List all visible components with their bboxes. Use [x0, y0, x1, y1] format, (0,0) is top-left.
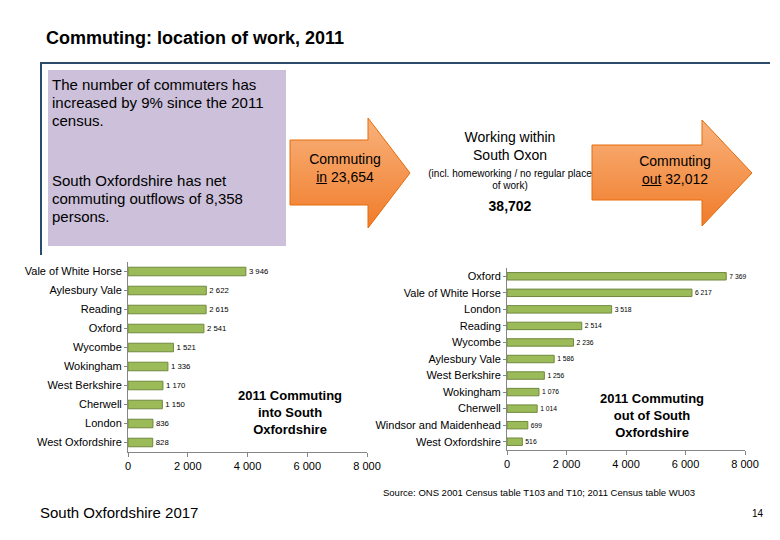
svg-text:0: 0: [504, 458, 510, 470]
svg-text:Oxford: Oxford: [89, 322, 122, 334]
svg-text:West Berkshire: West Berkshire: [426, 369, 500, 381]
html-text:Commuting: Commuting: [309, 151, 381, 167]
svg-text:8 000: 8 000: [731, 458, 759, 470]
svg-text:4 000: 4 000: [612, 458, 640, 470]
svg-text:Reading: Reading: [81, 303, 122, 315]
html-text:out 32,012: out 32,012: [641, 171, 709, 187]
svg-text:7 369: 7 369: [729, 273, 746, 280]
svg-text:Vale of White Horse: Vale of White Horse: [404, 287, 501, 299]
svg-text:West Berkshire: West Berkshire: [47, 379, 121, 391]
html-text:Working within: Working within: [464, 129, 556, 145]
svg-text:4 000: 4 000: [234, 460, 262, 472]
svg-text:699: 699: [531, 422, 543, 429]
svg-text:2 541: 2 541: [207, 324, 226, 333]
svg-text:Windsor and Maidenhead: Windsor and Maidenhead: [375, 419, 500, 431]
svg-text:Wokingham: Wokingham: [443, 386, 501, 398]
html-text:14: 14: [752, 508, 764, 519]
svg-text:Oxford: Oxford: [468, 270, 501, 282]
svg-text:1 076: 1 076: [542, 388, 559, 395]
html-text:(incl. homeworking / no regula: (incl. homeworking / no regular place of…: [428, 168, 592, 191]
svg-text:West Oxfordshire: West Oxfordshire: [416, 436, 501, 448]
svg-text:2 000: 2 000: [553, 458, 581, 470]
html-text:South Oxfordshire has net comm: South Oxfordshire has net commuting outf…: [52, 172, 243, 225]
svg-text:Cherwell: Cherwell: [79, 398, 122, 410]
svg-text:2 514: 2 514: [585, 322, 602, 329]
html-text:Commuting: location of work, 2: Commuting: location of work, 2011: [46, 28, 344, 48]
svg-text:London: London: [85, 417, 122, 429]
svg-text:2 615: 2 615: [209, 305, 228, 314]
svg-text:8 000: 8 000: [353, 460, 381, 472]
svg-text:1 521: 1 521: [176, 343, 195, 352]
html-text:in 23,654: in 23,654: [316, 169, 374, 185]
svg-text:1 014: 1 014: [540, 405, 557, 412]
svg-text:836: 836: [156, 419, 169, 428]
html-text:38,702: 38,702: [488, 198, 532, 214]
svg-text:Cherwell: Cherwell: [458, 402, 501, 414]
svg-text:1 170: 1 170: [166, 381, 186, 390]
svg-text:2011 Commutinginto SouthOxford: 2011 Commutinginto SouthOxfordshire: [238, 388, 342, 437]
svg-text:6 000: 6 000: [672, 458, 700, 470]
svg-text:1 336: 1 336: [171, 362, 190, 371]
svg-text:6 217: 6 217: [695, 289, 712, 296]
svg-text:2 236: 2 236: [577, 339, 594, 346]
html-text:Source: ONS 2001 Census table: Source: ONS 2001 Census table T103 and T…: [383, 487, 696, 498]
svg-text:London: London: [464, 303, 501, 315]
svg-text:West Oxfordshire: West Oxfordshire: [37, 436, 122, 448]
svg-text:6 000: 6 000: [293, 460, 321, 472]
svg-text:Vale of White Horse: Vale of White Horse: [25, 265, 122, 277]
svg-text:516: 516: [525, 438, 537, 445]
svg-text:Reading: Reading: [460, 320, 501, 332]
svg-text:Wokingham: Wokingham: [64, 360, 122, 372]
svg-text:2011 Commutingout of SouthOxfo: 2011 Commutingout of SouthOxfordshire: [600, 391, 704, 440]
html-text:The number of commuters has in: The number of commuters has increased by…: [52, 76, 264, 129]
svg-text:1 256: 1 256: [547, 372, 564, 379]
svg-text:0: 0: [125, 460, 131, 472]
html-text:South Oxon: South Oxon: [473, 147, 547, 163]
svg-text:1 150: 1 150: [165, 400, 185, 409]
svg-text:2 000: 2 000: [174, 460, 202, 472]
svg-text:Aylesbury Vale: Aylesbury Vale: [428, 353, 500, 365]
svg-text:Aylesbury Vale: Aylesbury Vale: [49, 284, 121, 296]
html-text:South Oxfordshire 2017: South Oxfordshire 2017: [40, 504, 199, 521]
html-text:Commuting: Commuting: [639, 153, 711, 169]
svg-text:Wycombe: Wycombe: [73, 341, 122, 353]
svg-text:2 622: 2 622: [209, 286, 228, 295]
svg-text:3 946: 3 946: [249, 267, 268, 276]
svg-text:Wycombe: Wycombe: [452, 336, 501, 348]
svg-text:828: 828: [156, 438, 169, 447]
svg-text:1 586: 1 586: [557, 355, 574, 362]
svg-text:3 518: 3 518: [615, 306, 632, 313]
